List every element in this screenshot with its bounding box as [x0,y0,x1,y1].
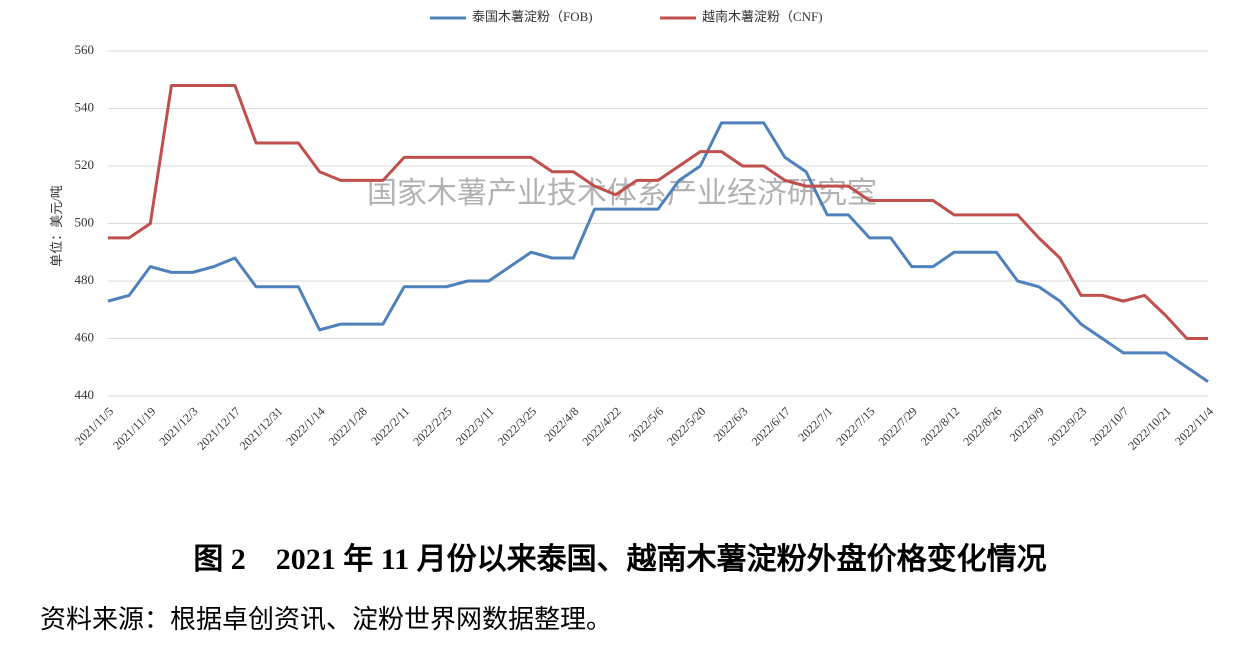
source: 资料来源：根据卓创资讯、淀粉世界网数据整理。 [40,605,612,634]
x-tick-label: 2022/2/11 [368,404,412,448]
x-tick-label: 2022/3/11 [453,404,497,448]
y-tick-label: 560 [75,42,95,57]
x-tick-label: 2022/4/8 [541,404,581,444]
legend-label: 越南木薯淀粉（CNF) [702,9,823,24]
x-tick-label: 2021/12/31 [237,404,286,453]
x-tick-label: 2022/4/22 [579,404,623,448]
y-tick-label: 460 [75,329,95,344]
y-tick-label: 500 [75,214,95,229]
watermark: 国家木薯产业技术体系产业经济研究室 [367,177,877,210]
x-tick-label: 2021/12/17 [194,404,243,453]
x-tick-label: 2022/10/21 [1125,404,1174,453]
x-tick-label: 2022/7/15 [833,404,877,448]
x-tick-label: 2021/11/19 [110,404,158,452]
x-tick-label: 2022/7/1 [795,404,835,444]
series-line [108,84,1208,340]
caption: 图 2 2021 年 11 月份以来泰国、越南木薯淀粉外盘价格变化情况 [193,542,1046,576]
x-tick-label: 2022/5/6 [626,404,666,444]
x-tick-label: 2022/7/29 [876,404,920,448]
x-tick-label: 2021/11/5 [72,404,116,448]
x-tick-label: 2022/1/14 [283,404,327,448]
x-tick-label: 2022/9/23 [1045,404,1089,448]
y-tick-label: 440 [75,387,95,402]
legend-label: 泰国木薯淀粉（FOB) [472,9,593,24]
y-axis-label: 单位：美元/吨 [49,185,64,267]
x-tick-label: 2022/6/17 [749,404,793,448]
y-tick-label: 540 [75,99,95,114]
x-tick-label: 2022/8/12 [918,404,962,448]
x-tick-label: 2022/1/28 [326,404,370,448]
series-line [107,121,1209,383]
y-tick-label: 480 [75,272,95,287]
x-tick-label: 2022/2/25 [410,404,454,448]
x-tick-label: 2022/9/9 [1007,404,1047,444]
x-tick-label: 2022/8/26 [960,404,1004,448]
x-tick-label: 2022/11/4 [1172,404,1216,448]
x-tick-label: 2022/3/25 [495,404,539,448]
x-tick-label: 2022/6/3 [711,404,751,444]
x-tick-label: 2022/5/20 [664,404,708,448]
y-tick-label: 520 [75,157,95,172]
